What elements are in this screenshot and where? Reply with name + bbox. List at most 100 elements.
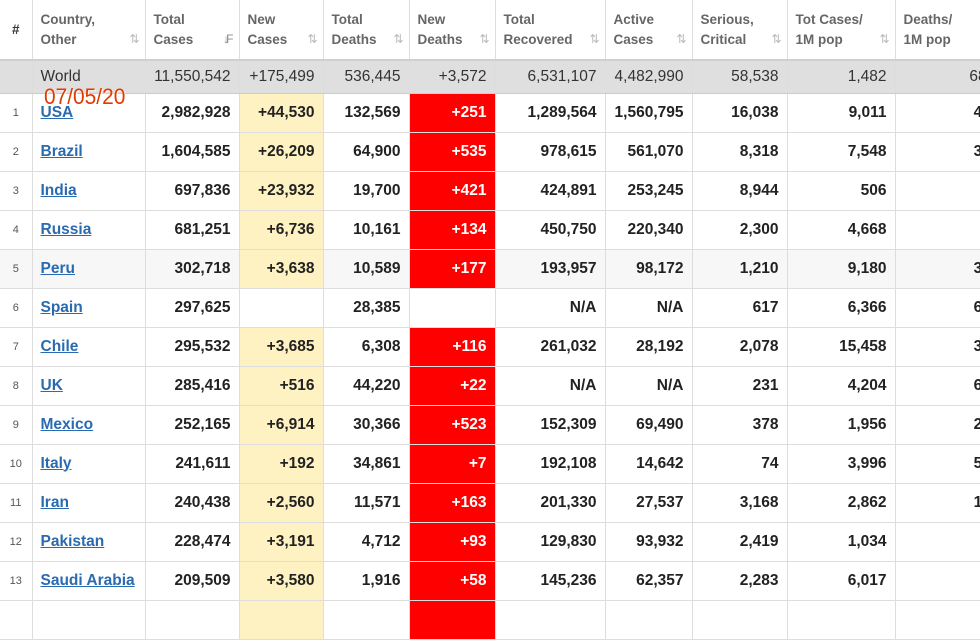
world-active-cases: 4,482,990 [605,60,693,94]
country-link[interactable]: Brazil [40,142,83,160]
table-row: 9 Mexico 252,165 +6,914 30,366 +523 152,309 69,… [0,405,980,445]
new-cases-cell [239,600,324,640]
header-new-deaths[interactable]: New Deaths ⇅ [409,0,496,61]
sort-icon[interactable]: ⇅ [393,32,403,46]
total-cases-cell: 697,836 [145,171,240,211]
new-deaths-cell: +93 [409,522,496,562]
active-cases-cell: 98,172 [605,249,693,289]
total-deaths-cell: 10,161 [323,210,410,250]
serious-critical-cell: 378 [692,405,788,445]
country-link[interactable]: Spain [40,298,83,316]
country-link[interactable]: Pakistan [40,532,105,550]
total-cases-cell: 241,611 [145,444,240,484]
header-deaths-1m[interactable]: Deaths/ 1M pop ⇅ [895,0,980,61]
country-link[interactable]: UK [40,376,63,394]
table-row: 10 Italy 241,611 +192 34,861 +7 192,108 14,642 7… [0,444,980,484]
sort-descending-icon[interactable]: ↓F [223,32,233,46]
country-link[interactable]: Peru [40,259,75,277]
total-cases-cell: 228,474 [145,522,240,562]
deaths-1m-cell: 400 [895,93,980,133]
header-tot-cases-1m-line1: Tot Cases/ [795,11,863,27]
country-link[interactable]: Italy [40,454,72,472]
active-cases-cell: 253,245 [605,171,693,211]
header-total-cases[interactable]: Total Cases ↓F [145,0,240,61]
sort-icon[interactable]: ⇅ [879,32,889,46]
new-deaths-cell: +535 [409,132,496,172]
country-link[interactable]: Iran [40,493,69,511]
country-link[interactable]: India [40,181,77,199]
total-recovered-cell: 152,309 [495,405,606,445]
total-recovered-cell: 201,330 [495,483,606,523]
serious-critical-cell: 16,038 [692,93,788,133]
total-deaths-cell: 44,220 [323,366,410,406]
sort-icon[interactable]: ⇅ [771,32,781,46]
new-deaths-cell: +22 [409,366,496,406]
serious-critical-cell: 8,944 [692,171,788,211]
country-link[interactable]: Saudi Arabia [40,571,135,589]
active-cases-cell: 27,537 [605,483,693,523]
total-recovered-cell: 424,891 [495,171,606,211]
header-index[interactable]: # [0,0,33,61]
row-index: 11 [0,483,33,523]
tot-cases-1m-cell: 3,996 [787,444,896,484]
new-cases-cell: +6,736 [239,210,324,250]
header-total-cases-line2: Cases [153,31,194,47]
row-index: 10 [0,444,33,484]
total-deaths-cell: 10,589 [323,249,410,289]
world-total-recovered: 6,531,107 [495,60,606,94]
header-country[interactable]: Country, Other ⇅ [32,0,146,61]
total-recovered-cell: 193,957 [495,249,606,289]
deaths-1m-cell: 21 [895,522,980,562]
header-tot-cases-1m[interactable]: Tot Cases/ 1M pop ⇅ [787,0,896,61]
new-cases-cell: +3,191 [239,522,324,562]
world-deaths-1m: 68.8 [895,60,980,94]
country-link[interactable]: USA [40,103,74,121]
country-link[interactable]: Chile [40,337,79,355]
header-new-cases[interactable]: New Cases ⇅ [239,0,324,61]
country-cell: Chile [32,327,146,367]
tot-cases-1m-cell: 6,017 [787,561,896,601]
sort-icon[interactable]: ⇅ [307,32,317,46]
total-recovered-cell: N/A [495,366,606,406]
sort-icon[interactable]: ⇅ [479,32,489,46]
serious-critical-cell [692,600,788,640]
header-total-recovered[interactable]: Total Recovered ⇅ [495,0,606,61]
serious-critical-cell: 2,419 [692,522,788,562]
deaths-1m-cell: 305 [895,132,980,172]
total-cases-cell [145,600,240,640]
header-total-deaths[interactable]: Total Deaths ⇅ [323,0,410,61]
total-deaths-cell: 132,569 [323,93,410,133]
total-deaths-cell: 30,366 [323,405,410,445]
active-cases-cell: N/A [605,366,693,406]
header-active-cases[interactable]: Active Cases ⇅ [605,0,693,61]
serious-critical-cell: 617 [692,288,788,328]
active-cases-cell: 28,192 [605,327,693,367]
total-cases-cell: 252,165 [145,405,240,445]
total-recovered-cell [495,600,606,640]
row-index: 8 [0,366,33,406]
header-total-cases-line1: Total [153,11,185,27]
active-cases-cell: 1,560,795 [605,93,693,133]
serious-critical-cell: 2,300 [692,210,788,250]
country-link[interactable]: Mexico [40,415,94,433]
country-cell [32,600,146,640]
sort-icon[interactable]: ⇅ [676,32,686,46]
country-cell: Brazil [32,132,146,172]
sort-icon[interactable]: ⇅ [129,32,139,46]
country-link[interactable]: Russia [40,220,92,238]
total-deaths-cell: 4,712 [323,522,410,562]
header-country-line1: Country, [40,11,96,27]
row-index: 9 [0,405,33,445]
country-cell: Pakistan [32,522,146,562]
table-row: 3 India 697,836 +23,932 19,700 +421 424,891 253… [0,171,980,211]
row-index: 2 [0,132,33,172]
deaths-1m-cell: 577 [895,444,980,484]
tot-cases-1m-cell: 2,862 [787,483,896,523]
header-serious-critical[interactable]: Serious, Critical ⇅ [692,0,788,61]
tot-cases-1m-cell: 1,034 [787,522,896,562]
tot-cases-1m-cell: 4,668 [787,210,896,250]
active-cases-cell: 561,070 [605,132,693,172]
sort-icon[interactable]: ⇅ [589,32,599,46]
